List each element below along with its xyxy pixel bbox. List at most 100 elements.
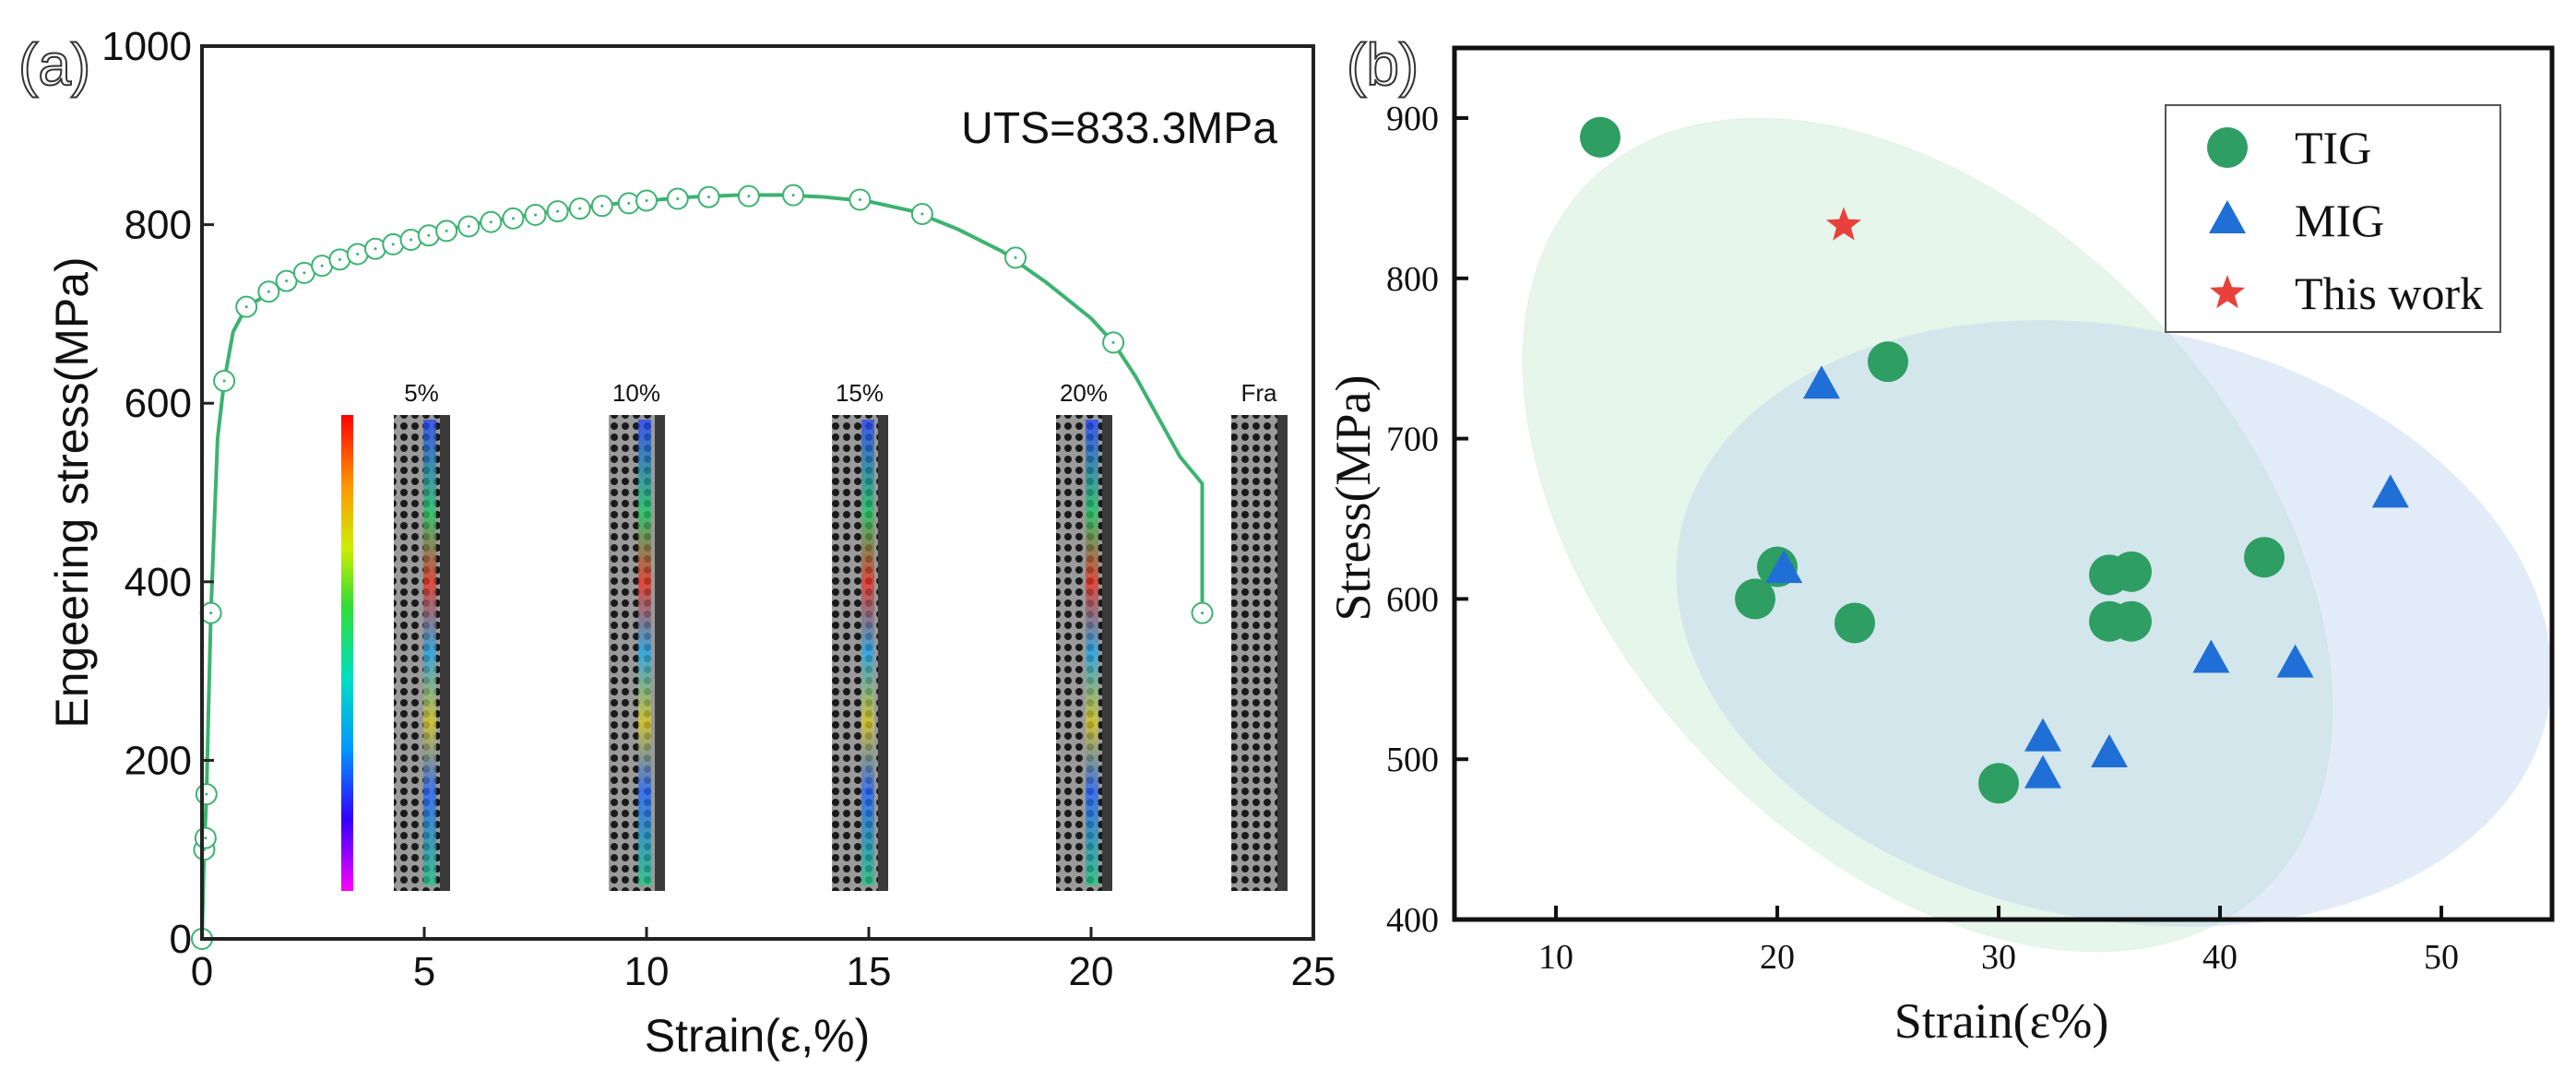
x-tick-label-b: 30 (1981, 938, 2016, 977)
x-tick-label-b: 40 (2202, 938, 2238, 977)
tig-range-ellipse (1522, 117, 2333, 953)
mig-point (2192, 639, 2230, 673)
plot-a-frame (200, 44, 1315, 941)
dic-strip-edge (878, 415, 888, 891)
tig-point (2244, 537, 2285, 578)
mig-point (1803, 365, 1840, 399)
curve-marker-dot (267, 290, 270, 293)
dic-strip-edge (1102, 415, 1112, 891)
y-tick-label-b: 900 (1386, 100, 1439, 138)
curve-marker-dot (374, 247, 377, 251)
curve-marker-dot (489, 220, 493, 224)
inset-label: 5% (404, 379, 439, 407)
tig-point (1868, 341, 1908, 383)
legend-mig-icon (2209, 200, 2246, 233)
curve-marker-dot (338, 257, 341, 261)
y-tick-label-a: 0 (170, 917, 192, 962)
curve-marker-dot (467, 225, 470, 229)
strain-band (423, 420, 436, 885)
x-tick-label-b: 10 (1538, 938, 1573, 977)
strain-band (1086, 420, 1098, 885)
y-tick-label-b: 600 (1386, 580, 1439, 619)
legend-label: This work (2295, 267, 2483, 319)
curve-marker-dot (858, 197, 861, 201)
y-tick-label-b: 500 (1386, 741, 1439, 779)
strain-band (638, 420, 651, 885)
curve-marker-dot (285, 279, 289, 283)
x-tick-label-b: 20 (1760, 938, 1795, 977)
this-work-point (1825, 207, 1862, 241)
legend-this-work-icon (2209, 275, 2246, 309)
tig-point (1735, 578, 1775, 620)
inset-label: 15% (836, 379, 884, 407)
y-tick-label-b: 400 (1386, 901, 1439, 940)
x-tick-label-a: 5 (413, 949, 435, 994)
y-tick-label-a: 600 (125, 381, 192, 426)
curve-marker-dot (534, 213, 537, 217)
curve-marker-dot (356, 253, 360, 256)
y-tick-label-a: 800 (125, 203, 192, 248)
curve-marker-dot (1201, 611, 1204, 615)
x-tick-label-a: 0 (191, 949, 213, 994)
curve-marker-dot (445, 229, 448, 232)
curve-marker-dot (303, 271, 306, 275)
tig-point (1834, 602, 1875, 644)
legend-label: MIG (2295, 195, 2384, 246)
curve-marker-dot (578, 207, 582, 210)
x-axis-label-b: Strain(ε%) (1894, 993, 2109, 1049)
uts-annotation: UTS=833.3MPa (961, 104, 1277, 153)
inset-label: 20% (1060, 379, 1108, 407)
legend-tig-icon (2207, 127, 2248, 168)
x-axis-label-a: Strain(ε,%) (645, 1010, 871, 1062)
curve-marker-dot (1014, 255, 1017, 259)
mig-point (2371, 474, 2409, 508)
curve-marker-dot (627, 201, 631, 205)
curve-marker-dot (511, 217, 515, 220)
y-tick-label-a: 1000 (101, 24, 192, 69)
tig-point (1978, 763, 2019, 804)
inset-label: Fra (1241, 379, 1278, 407)
curve-marker-dot (427, 233, 431, 237)
tig-point (2111, 600, 2152, 642)
dic-strip-edge (440, 415, 450, 891)
y-tick-label-b: 700 (1386, 421, 1439, 459)
dic-insets: 5% 10% 15% 20% Fra (341, 379, 1288, 891)
plot-b-frame (1452, 45, 2555, 922)
y-tick-label-a: 400 (125, 560, 192, 605)
y-axis-label-a: Engeering stress(MPa) (46, 256, 98, 728)
tig-point (2111, 551, 2152, 592)
tig-point (1580, 116, 1620, 158)
curve-marker-dot (645, 198, 648, 202)
mig-point (2024, 718, 2061, 752)
mig-point (2276, 644, 2314, 678)
curve-marker-dot (320, 264, 324, 267)
panel-a-label: (a) (18, 31, 90, 98)
x-tick-label-a: 15 (847, 949, 892, 994)
curve-marker-dot (556, 209, 560, 213)
colorbar (341, 415, 353, 891)
curve-marker-dot (244, 305, 248, 309)
y-axis-label-b: Stress(MPa) (1325, 375, 1381, 622)
y-tick-label-b: 800 (1386, 260, 1439, 299)
curve-marker-dot (791, 194, 795, 197)
panel-b: (b) 10 20 30 40 50 400 500 600 700 800 900 Strain(… (1325, 30, 2555, 1049)
strain-band (861, 420, 874, 885)
mig-point (2091, 733, 2128, 767)
mig-point (1765, 550, 1803, 584)
x-tick-label-a: 20 (1069, 949, 1114, 994)
inset-label: 10% (612, 379, 660, 407)
curve-marker-dot (600, 204, 604, 208)
legend-label: TIG (2295, 122, 2371, 173)
dic-strip-edge (655, 415, 665, 891)
curve-marker-dot (920, 212, 924, 216)
curve-marker-dot (410, 238, 413, 242)
panel-a: (a) 5% 10% 15% 20% Fra 0 5 10 15 20 25 0 200 400 600 8… (18, 24, 1335, 1062)
legend: TIG MIG This work (2165, 104, 2501, 333)
curve-marker-dot (676, 197, 680, 201)
x-tick-label-b: 50 (2424, 938, 2459, 977)
dic-strip-edge (1277, 415, 1288, 891)
curve-marker-dot (222, 379, 226, 383)
curve-marker-dot (706, 196, 710, 199)
curve-marker-dot (209, 611, 213, 615)
